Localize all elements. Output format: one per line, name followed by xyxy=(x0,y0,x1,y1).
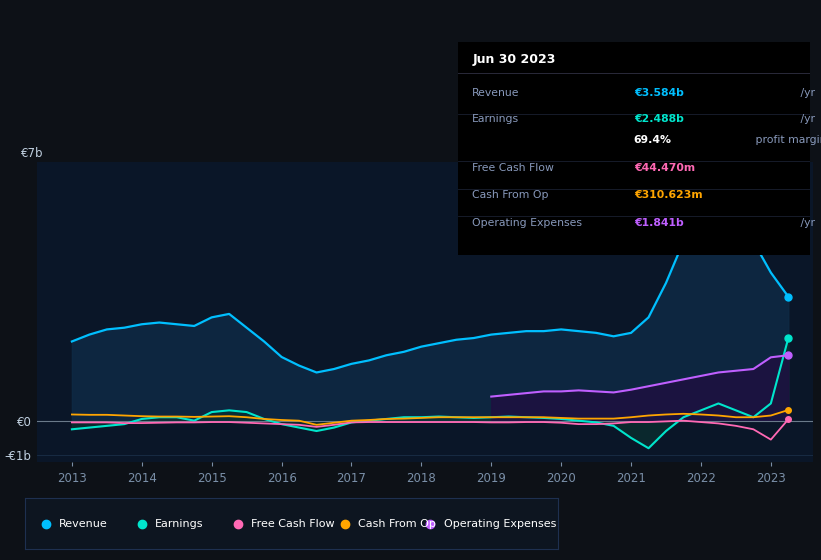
Text: €3.584b: €3.584b xyxy=(634,88,684,98)
Text: Revenue: Revenue xyxy=(472,88,520,98)
Text: Operating Expenses: Operating Expenses xyxy=(472,218,582,228)
Text: /yr: /yr xyxy=(797,218,815,228)
Text: 69.4%: 69.4% xyxy=(634,135,672,145)
Text: Earnings: Earnings xyxy=(472,114,520,124)
Text: €44.470m: €44.470m xyxy=(634,162,695,172)
Text: €2.488b: €2.488b xyxy=(634,114,684,124)
Text: Cash From Op: Cash From Op xyxy=(472,190,548,200)
Text: /yr: /yr xyxy=(820,162,821,172)
Text: profit margin: profit margin xyxy=(751,135,821,145)
Text: Free Cash Flow: Free Cash Flow xyxy=(472,162,554,172)
Text: /yr: /yr xyxy=(797,114,815,124)
Text: /yr: /yr xyxy=(797,88,815,98)
Text: €1.841b: €1.841b xyxy=(634,218,684,228)
Text: Earnings: Earnings xyxy=(155,519,204,529)
Text: €310.623m: €310.623m xyxy=(634,190,703,200)
Text: Jun 30 2023: Jun 30 2023 xyxy=(472,53,556,66)
Text: Cash From Op: Cash From Op xyxy=(358,519,436,529)
Text: €7b: €7b xyxy=(21,147,43,160)
Text: Operating Expenses: Operating Expenses xyxy=(443,519,556,529)
Text: Revenue: Revenue xyxy=(59,519,108,529)
Text: Free Cash Flow: Free Cash Flow xyxy=(251,519,335,529)
